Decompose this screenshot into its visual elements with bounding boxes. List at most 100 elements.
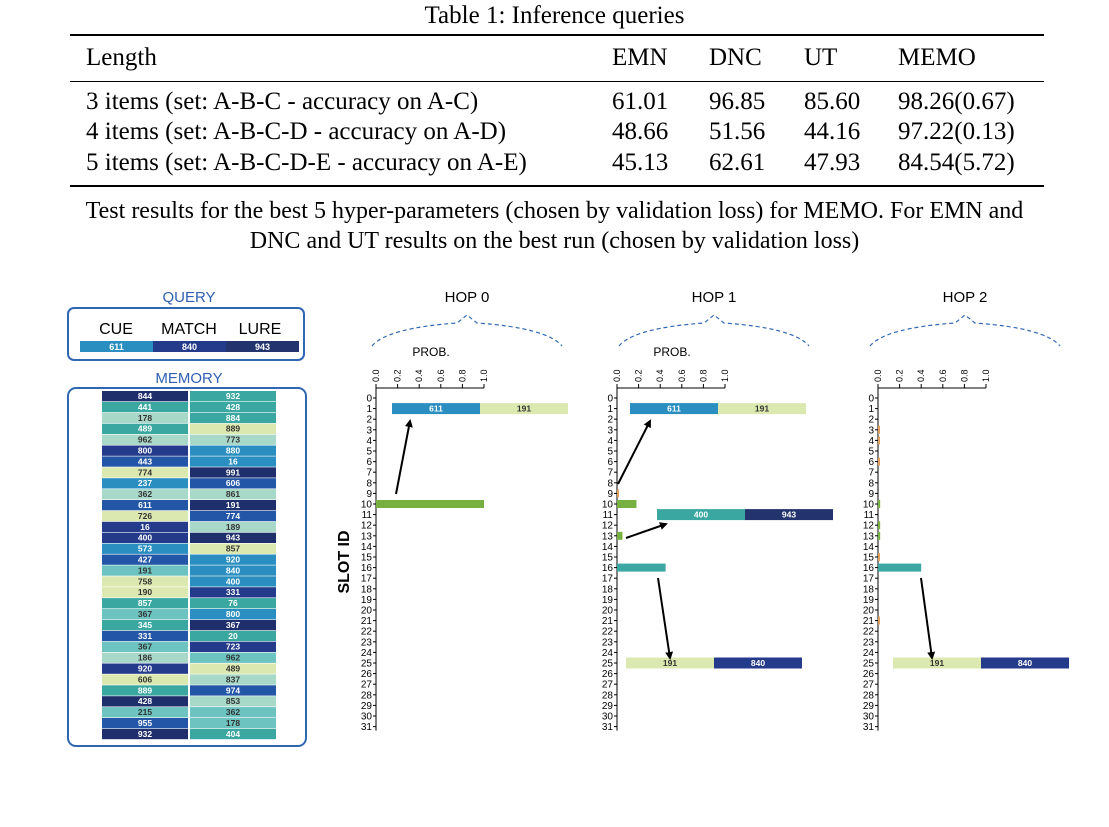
hop-2-slot-label-14: 14 (863, 542, 875, 553)
memory-value-12-0: 16 (140, 522, 150, 532)
memory-value-7-0: 774 (138, 467, 152, 477)
query-label-match: MATCH (161, 321, 217, 338)
memory-cell-25-1 (190, 663, 276, 674)
memory-value-7-1: 991 (226, 467, 240, 477)
hop-2-slot-label-13: 13 (863, 531, 875, 542)
hop-0-title: HOP 0 (445, 289, 490, 306)
hop-0-slot-label-8: 8 (366, 478, 372, 489)
memory-cell-26-1 (190, 674, 276, 685)
memory-value-10-1: 191 (226, 500, 240, 510)
row-4-dnc: 51.56 (709, 118, 766, 145)
hop-0-slot-label-3: 3 (366, 425, 372, 436)
hop-2-slot-label-8: 8 (868, 478, 874, 489)
hop-1-slot-label-20: 20 (602, 606, 614, 617)
hop-1-slot-label-23: 23 (602, 637, 614, 648)
arrow-1 (617, 419, 651, 485)
memory-cell-10-1 (190, 500, 276, 511)
hop-2-pair-25-value-0: 191 (930, 658, 944, 668)
hop-1-slot-label-27: 27 (602, 680, 614, 691)
hop-0-slot-label-27: 27 (361, 680, 373, 691)
memory-value-17-0: 758 (138, 576, 152, 586)
hop-2-slot-label-2: 2 (868, 415, 874, 426)
memory-value-20-1: 800 (226, 609, 240, 619)
hop-2-slot-label-21: 21 (863, 616, 875, 627)
hop-2-slot-label-20: 20 (863, 606, 875, 617)
memory-cell-31-0 (102, 728, 188, 740)
memory-cell-28-0 (102, 696, 188, 707)
hop-2-slot-label-26: 26 (863, 669, 875, 680)
hop-2-slot-label-11: 11 (864, 510, 875, 521)
hop-0-slot-label-16: 16 (361, 563, 373, 574)
hop-1-slot-label-6: 6 (607, 457, 613, 468)
hop-2-slot-label-29: 29 (863, 701, 875, 712)
hop-0-slot-label-17: 17 (361, 574, 373, 585)
hop-0-slot-label-29: 29 (361, 701, 373, 712)
memory-cell-11-0 (102, 510, 188, 522)
hop-2-slot-label-23: 23 (863, 637, 875, 648)
hop-2-pair-25-value-1: 840 (1018, 658, 1032, 668)
hop-2-attention-bar-6 (878, 457, 880, 466)
memory-value-9-0: 362 (138, 489, 152, 499)
query-label-lure: LURE (239, 321, 282, 338)
memory-value-14-1: 857 (226, 544, 240, 554)
hop-1-slot-label-13: 13 (602, 531, 614, 542)
hop-0-slot-label-25: 25 (361, 659, 373, 670)
arrow-2 (625, 522, 668, 539)
hop-2-brace (869, 314, 1061, 347)
hop-1-pair-1-value-0: 611 (667, 404, 681, 414)
hop-1-pair-25-value-0: 191 (663, 658, 677, 668)
memory-value-31-0: 932 (138, 729, 152, 739)
memory-cell-15-0 (102, 554, 188, 565)
hop-2-attention-bar-16 (878, 563, 922, 572)
memory-cell-11-1 (190, 510, 276, 522)
hop-1-slot-label-19: 19 (602, 595, 614, 606)
query-title: QUERY (162, 289, 215, 306)
memory-cell-20-1 (190, 609, 276, 620)
hop-1-slot-label-7: 7 (607, 468, 613, 479)
row-5-memo: 84.54(5.72) (898, 149, 1015, 176)
hop-1-slot-label-26: 26 (602, 669, 614, 680)
memory-cell-14-0 (102, 543, 188, 554)
memory-cell-3-1 (190, 423, 276, 434)
hop-1-pair-25-value-1: 840 (751, 658, 765, 668)
header-memo: MEMO (898, 44, 976, 71)
arrow-4 (920, 577, 936, 660)
memory-value-9-1: 861 (226, 489, 240, 499)
table-note: Test results for the best 5 hyper-parame… (0, 196, 1109, 256)
query-frame (67, 307, 305, 361)
memory-value-1-1: 428 (226, 402, 240, 412)
memory-cell-9-1 (190, 489, 276, 500)
memory-value-22-1: 20 (228, 631, 238, 641)
hop-2-slot-label-1: 1 (868, 404, 874, 415)
hop-2-slot-label-10: 10 (863, 500, 875, 511)
hop-0-prob-tick-label-5: 1.0 (479, 369, 489, 382)
hop-2-slot-label-30: 30 (863, 712, 875, 723)
arrow-3 (657, 577, 674, 660)
hop-0-slot-label-12: 12 (361, 521, 373, 532)
memory-cell-13-1 (190, 532, 276, 543)
memory-value-27-0: 889 (138, 685, 152, 695)
memory-cell-6-0 (102, 456, 188, 467)
hop-1-slot-label-3: 3 (607, 425, 613, 436)
hop-1-slot-label-4: 4 (607, 436, 613, 447)
hop-0-slot-label-4: 4 (366, 436, 372, 447)
memory-value-11-1: 774 (226, 511, 240, 521)
hop-0-slot-label-24: 24 (361, 648, 373, 659)
hop-2-title: HOP 2 (943, 289, 988, 306)
memory-value-13-1: 943 (226, 533, 240, 543)
hop-1-prob-tick-label-3: 0.6 (677, 369, 687, 382)
hop-2-attention-bar-12 (878, 521, 881, 530)
hop-2-pair-25-seg-0 (893, 657, 981, 669)
table-bottom-rule (70, 185, 1044, 187)
hop-1-prob-label: PROB. (653, 345, 690, 359)
hop-2-slot-label-17: 17 (863, 574, 875, 585)
memory-cell-12-0 (102, 521, 188, 533)
hop-0-slot-label-22: 22 (361, 627, 373, 638)
header-length: Length (86, 44, 157, 71)
hop-0-slot-label-11: 11 (362, 510, 373, 521)
hop-2-attention-bar-13 (878, 531, 881, 540)
memory-cell-17-1 (190, 576, 276, 587)
hop-0-prob-tick-label-2: 0.4 (414, 369, 424, 382)
memory-cell-20-0 (102, 609, 188, 620)
hop-1-pair-25-seg-0 (626, 657, 714, 669)
